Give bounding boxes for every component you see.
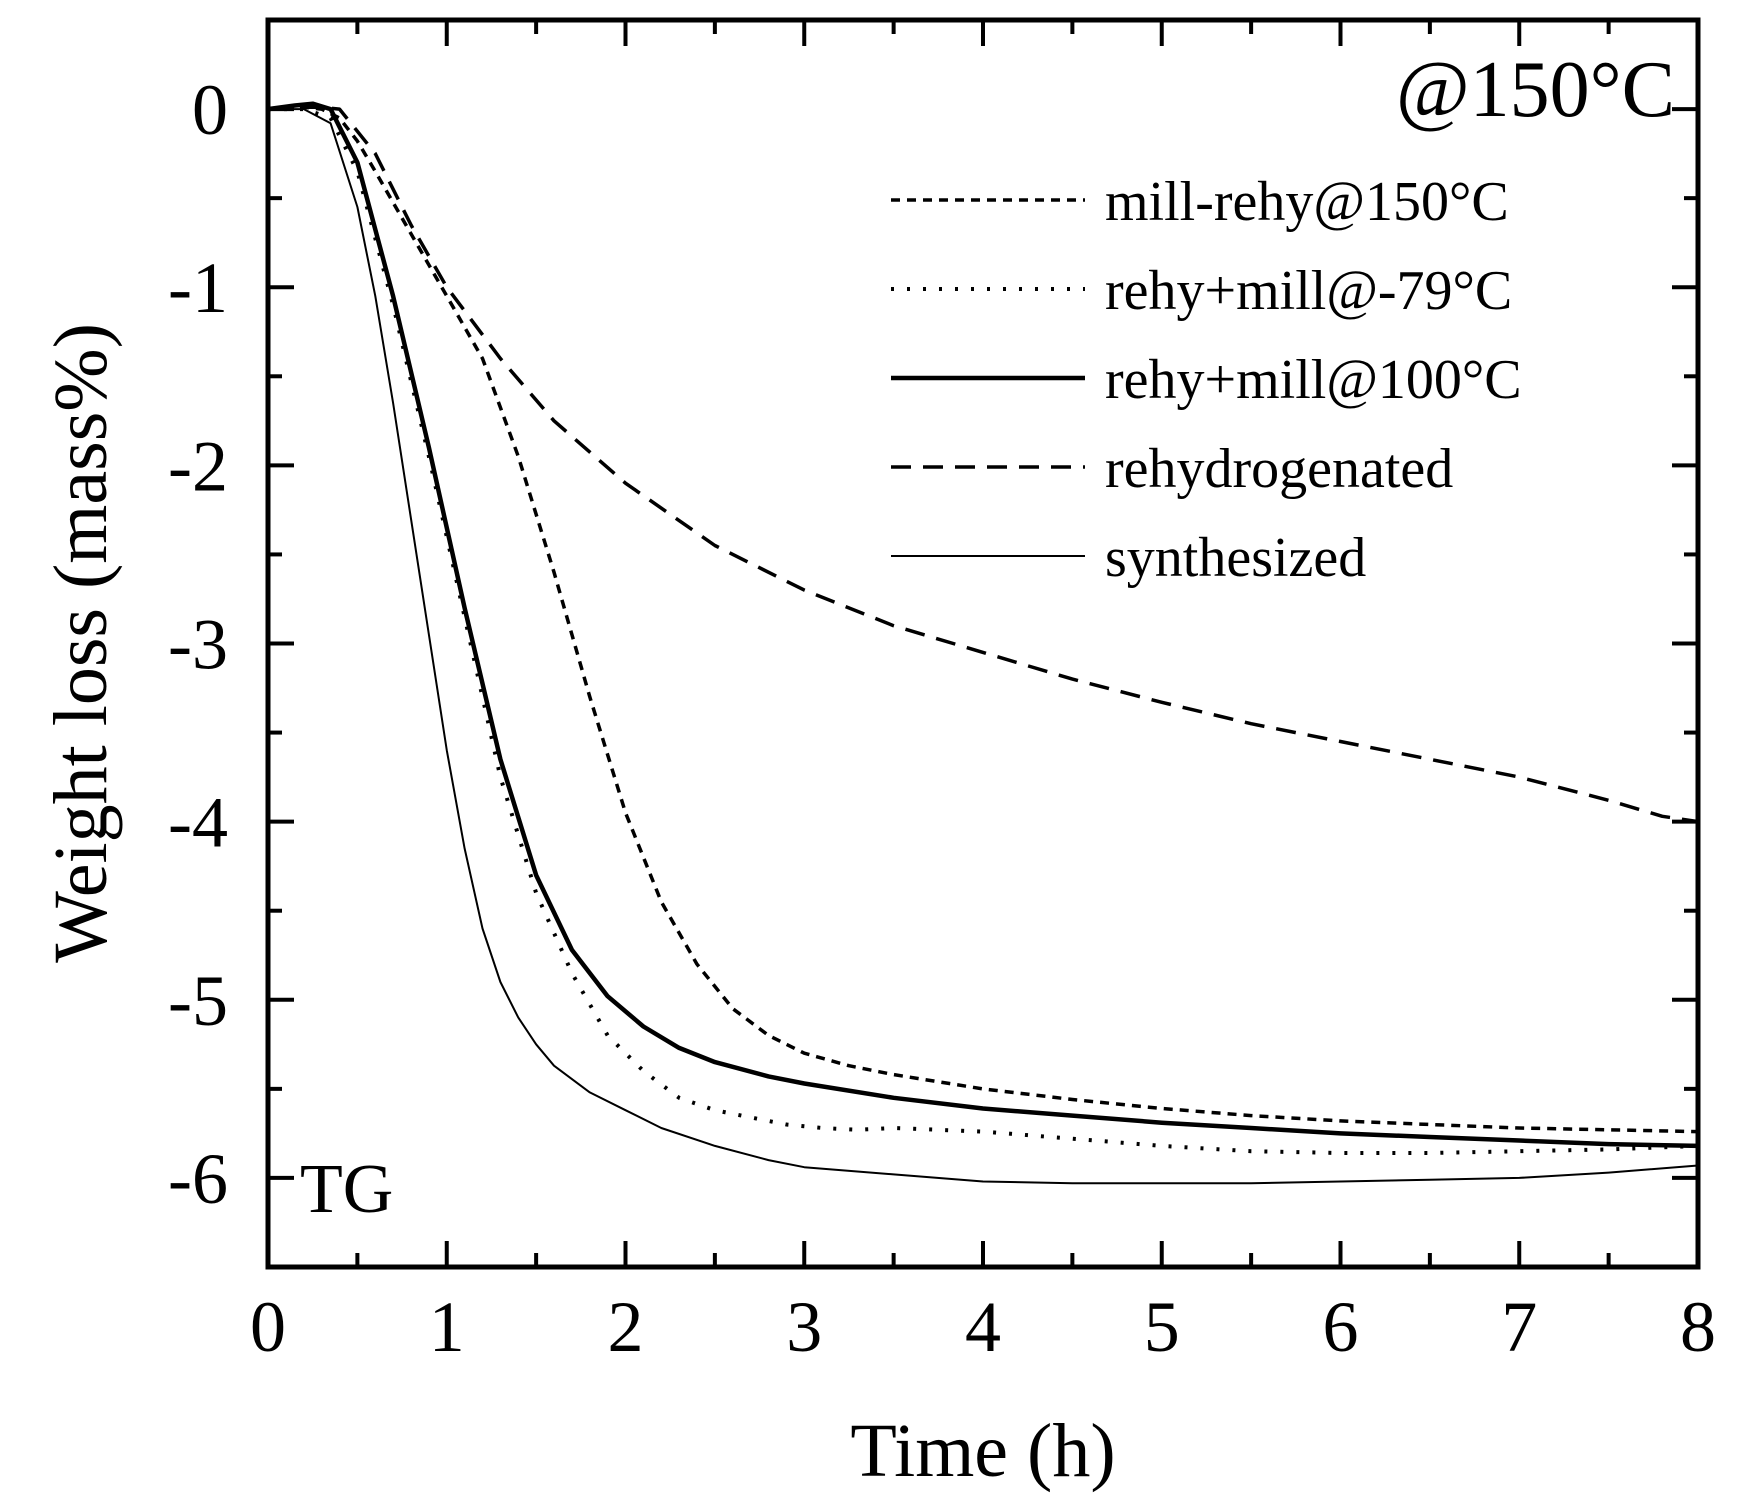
legend-label: rehydrogenated <box>1105 438 1453 500</box>
y-tick-label: -1 <box>168 248 228 328</box>
series-line-4 <box>268 108 1699 1185</box>
x-tick-label: 5 <box>1144 1287 1180 1367</box>
x-tick-label: 0 <box>250 1287 286 1367</box>
data-series <box>267 101 1699 1185</box>
tg-annotation: TG <box>300 1151 393 1228</box>
series-line-3 <box>267 105 1699 824</box>
x-tick-label: 7 <box>1501 1287 1537 1367</box>
x-tick-label: 6 <box>1323 1287 1359 1367</box>
y-tick-label: -3 <box>168 605 228 685</box>
legend-label: rehy+mill@100°C <box>1105 349 1522 411</box>
y-tick-label: -6 <box>168 1139 228 1219</box>
legend-label: mill-rehy@150°C <box>1105 171 1509 233</box>
y-tick-label: 0 <box>192 70 228 150</box>
y-axis-title: Weight loss (mass%) <box>39 323 123 963</box>
legend-label: synthesized <box>1105 527 1366 589</box>
axis-tick-labels: 0 1 2 3 4 5 6 7 8 0 -1 -2 -3 -4 -5 -6 <box>168 70 1716 1367</box>
y-tick-label: -2 <box>168 426 228 506</box>
y-tick-label: -4 <box>168 783 228 863</box>
x-tick-label: 3 <box>786 1287 822 1367</box>
x-tick-label: 1 <box>429 1287 465 1367</box>
condition-annotation: @150°C <box>1396 46 1675 134</box>
legend: mill-rehy@150°C rehy+mill@-79°C rehy+mill@… <box>891 171 1522 589</box>
x-axis-title: Time (h) <box>850 1409 1115 1493</box>
legend-label: rehy+mill@-79°C <box>1105 260 1512 322</box>
x-tick-label: 2 <box>608 1287 644 1367</box>
x-tick-label: 8 <box>1680 1287 1716 1367</box>
x-tick-label: 4 <box>965 1287 1001 1367</box>
series-line-2 <box>267 101 1699 1149</box>
axis-ticks <box>266 18 1700 1269</box>
series-line-0 <box>268 105 1699 1134</box>
y-tick-label: -5 <box>168 961 228 1041</box>
